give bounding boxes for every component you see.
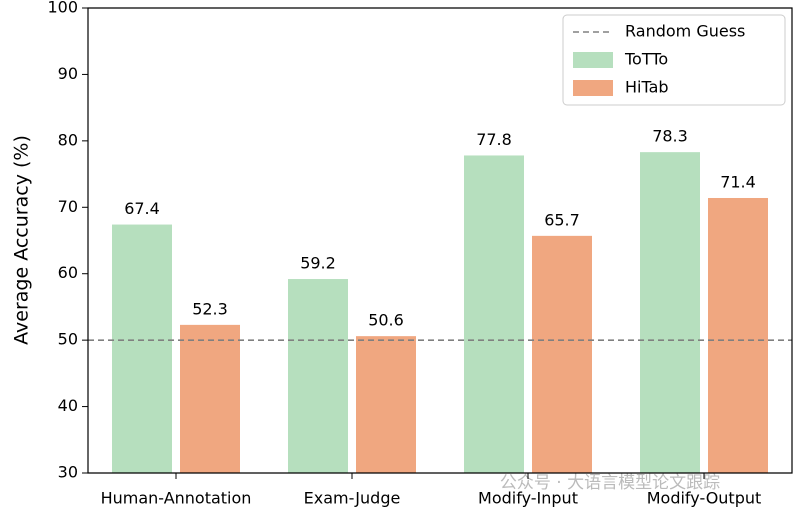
- y-tick-label: 90: [58, 64, 78, 83]
- y-tick-label: 100: [47, 0, 78, 17]
- x-tick-label: Modify-Input: [478, 489, 578, 508]
- legend-label: HiTab: [625, 78, 669, 97]
- x-tick-label: Exam-Judge: [304, 489, 401, 508]
- y-tick-label: 50: [58, 330, 78, 349]
- value-label: 78.3: [652, 127, 688, 146]
- watermark: 公众号 · 大语言模型论文跟踪: [500, 473, 720, 493]
- bar: [288, 279, 348, 473]
- y-tick-label: 30: [58, 463, 78, 482]
- value-label: 50.6: [368, 311, 404, 330]
- y-tick-label: 80: [58, 130, 78, 149]
- value-label: 52.3: [192, 299, 228, 318]
- value-label: 71.4: [720, 172, 756, 191]
- legend-label: Random Guess: [625, 22, 745, 41]
- value-label: 59.2: [300, 254, 336, 273]
- y-tick-label: 40: [58, 396, 78, 415]
- legend-key: [573, 52, 613, 68]
- bar: [356, 336, 416, 473]
- bar: [464, 155, 524, 473]
- axes-frame: [87, 7, 793, 474]
- bar: [708, 197, 768, 473]
- legend-label: ToTTo: [624, 50, 668, 69]
- x-tick-label: Modify-Output: [647, 489, 762, 508]
- legend-box: [562, 14, 786, 106]
- bar: [640, 152, 700, 473]
- bar: [112, 224, 172, 473]
- value-label: 67.4: [124, 199, 160, 218]
- y-axis-label: Average Accuracy (%): [11, 135, 33, 345]
- legend-key: [573, 80, 613, 96]
- y-tick-label: 60: [58, 263, 78, 282]
- x-tick-label: Human-Annotation: [101, 489, 252, 508]
- value-label: 65.7: [544, 210, 580, 229]
- value-label: 77.8: [476, 130, 512, 149]
- bar: [180, 324, 240, 473]
- bar: [532, 235, 592, 473]
- y-tick-label: 70: [58, 197, 78, 216]
